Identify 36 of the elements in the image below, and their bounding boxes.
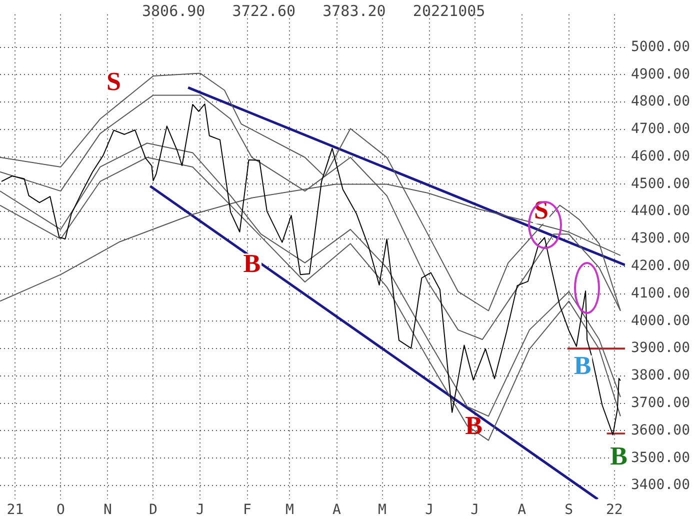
x-tick-label: J [425, 502, 434, 518]
y-tick-label: 4000.00 [631, 312, 690, 329]
x-tick-label: N [103, 502, 112, 518]
y-tick-label: 4600.00 [631, 148, 690, 164]
y-tick-label: 4900.00 [631, 66, 690, 82]
x-tick-label: J [196, 502, 204, 518]
y-tick-label: 4300.00 [631, 230, 690, 247]
y-tick-label: 4200.00 [631, 258, 690, 274]
x-tick-label: F [243, 502, 252, 518]
x-tick-label: M [286, 502, 294, 518]
y-tick-label: 4100.00 [631, 285, 690, 302]
y-tick-label: 3400.00 [631, 477, 690, 494]
x-tick-label: A [332, 502, 342, 518]
x-tick-label: D [148, 502, 158, 518]
x-tick-label: 22 [606, 502, 623, 518]
annotation: 3806.90 3722.60 3783.20 20221005 [142, 2, 486, 20]
y-tick-label: 3900.00 [631, 340, 690, 356]
y-tick-label: 3600.00 [631, 422, 690, 438]
y-tick-label: 3500.00 [631, 450, 690, 466]
x-tick-label: O [56, 502, 65, 518]
annotation: B [574, 351, 592, 380]
x-tick-label: J [470, 502, 480, 518]
y-tick-label: 4400.00 [631, 203, 690, 220]
y-tick-label: 3800.00 [631, 368, 690, 384]
annotation: B [610, 442, 628, 471]
y-tick-label: 3700.00 [631, 394, 690, 411]
x-tick-label: 21 [6, 502, 24, 518]
x-tick-label: M [378, 502, 386, 518]
annotation: S [106, 66, 121, 96]
y-tick-label: 4700.00 [631, 121, 690, 138]
x-tick-label: S [564, 502, 574, 518]
y-tick-label: 5000.00 [631, 38, 690, 55]
y-tick-label: 4500.00 [631, 176, 690, 192]
y-tick-label: 4800.00 [631, 94, 690, 110]
x-tick-label: A [518, 502, 527, 518]
annotation: B [243, 249, 261, 278]
